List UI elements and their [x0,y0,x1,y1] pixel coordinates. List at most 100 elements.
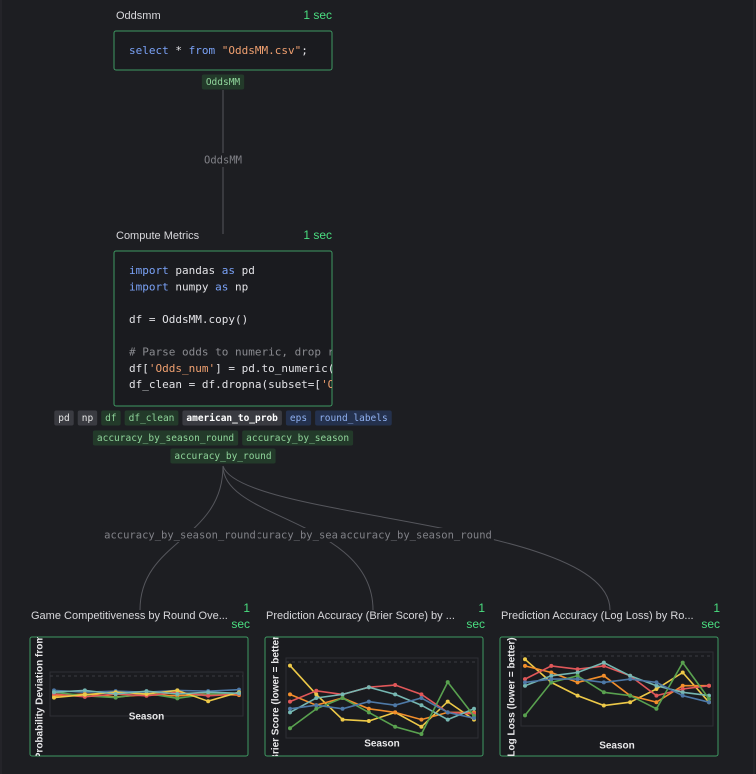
chip: accuracy_by_season_round [92,430,239,446]
series-point [707,700,711,705]
code-token: numpy [169,280,215,293]
series-point [575,677,580,682]
series-line [289,686,475,721]
code-token: as [222,264,235,277]
series-point [445,717,450,722]
series-point [393,692,398,697]
chip: eps [285,410,312,426]
series-point [340,692,345,697]
series-point [288,663,292,668]
series-point [144,689,149,694]
code-token: pd [235,264,255,277]
y-axis-label: Probability Deviation from [35,635,46,760]
series-point [206,699,211,704]
series-point [549,680,554,685]
chart-box [29,636,249,757]
chart: Season Log Loss (lower = better) [507,637,714,756]
code-token: 'Odds_num' [149,362,215,375]
chip: df_clean [124,410,179,426]
series-point [340,706,345,711]
edge [222,465,611,611]
edge-label-bg [202,153,244,167]
series-point [206,693,211,698]
code-token: "OddsMM.csv" [222,44,301,57]
series-point [680,683,685,688]
series-point [82,688,87,693]
series-line [289,697,475,719]
code-token: import [129,280,169,293]
series-point [314,692,319,697]
code-token [215,44,222,57]
chip: american_to_prob [182,410,282,426]
series-point [175,688,180,693]
chip-label: accuracy_by_round [174,451,271,462]
chip-bg [54,410,74,426]
series-line [289,680,475,735]
code-line: # Parse odds to numeric, drop rows [129,346,354,359]
series-point [601,673,606,678]
chip-bg [124,410,179,426]
series-point [628,693,633,698]
code-line: df_clean = df.dropna(subset=['Odds_num' [129,378,387,391]
edge-label-text: accuracy_by_season [243,530,357,542]
series-point [288,706,292,711]
x-axis-label: Season [599,741,635,752]
chip: accuracy_by_season [242,430,354,446]
series-point [680,660,685,665]
chip: pd [54,410,74,426]
edge-label-text: accuracy_by_season_round [340,530,492,542]
series-point [340,717,345,722]
series-point [366,699,371,704]
series-point [601,660,606,665]
series-point [523,680,527,685]
series-point [523,677,527,682]
series-point [549,670,554,675]
series-point [366,719,371,724]
edge-label: accuracy_by_season_round [102,528,258,542]
chart-duration: 1 sec [466,601,485,631]
series-point [340,696,345,700]
series-point [419,717,424,722]
series-point [419,732,424,736]
code-box [113,250,333,407]
x-axis-label: Season [129,712,165,723]
series-point [314,696,319,700]
series-point [393,703,398,708]
code-line: import numpy as np [129,280,248,293]
cell-duration: 1 sec [303,228,332,242]
code-token: df[ [129,362,149,375]
series-line [289,693,474,721]
series-point [144,692,149,696]
series-point [523,683,527,688]
series-point [680,690,685,695]
series-point [680,670,685,675]
series-point [288,699,292,704]
chip-label: round_labels [319,413,388,424]
series-point [523,713,527,718]
series-point [575,673,580,678]
chip-label: pd [58,413,69,424]
series-point [419,696,424,700]
series-point [445,710,450,715]
series-line [524,658,710,707]
code-token: ] = pd.to_numeric( [215,362,334,375]
series-point [654,680,659,685]
y-axis-label: Log Loss (lower = better) [507,637,518,756]
code-token: 'Odds_num' [321,378,387,391]
plot-area [520,651,714,727]
series-line [524,665,710,697]
series-point [288,692,292,697]
chip-label: df [105,413,116,424]
code-box [113,30,333,71]
series-point [419,724,424,729]
code-line: select * from "OddsMM.csv"; [129,44,308,57]
series-point [314,703,319,708]
chip-bg [77,410,98,426]
series-point [175,692,180,696]
cell-title: Compute Metrics [116,230,200,242]
code-token: import [129,264,169,277]
series-line [524,661,710,716]
